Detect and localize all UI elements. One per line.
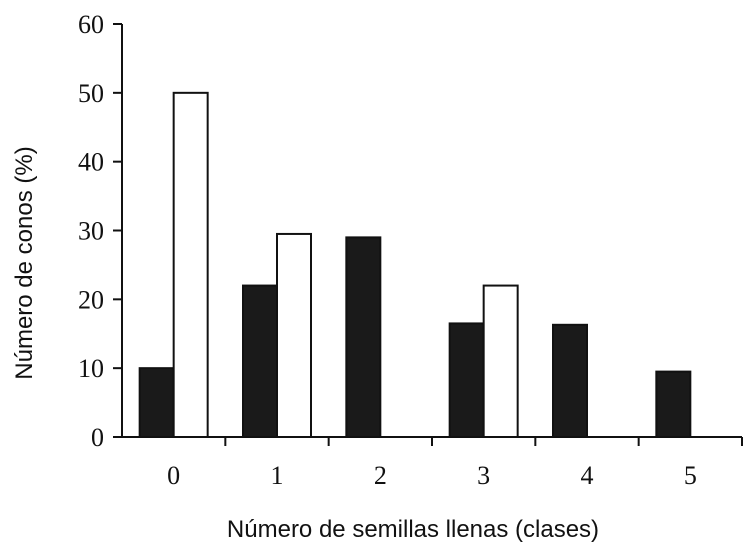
bar-dark-4 [552, 323, 588, 438]
y-axis: 0 10 20 30 40 50 60 [78, 10, 123, 452]
bar-white-3 [482, 284, 519, 439]
bar-dark-1 [242, 284, 278, 439]
y-tick-label: 40 [78, 148, 104, 177]
x-tick-label: 3 [477, 461, 490, 490]
bars [138, 91, 692, 439]
x-tick-label: 0 [167, 461, 180, 490]
bar-dark-2 [345, 236, 382, 438]
x-tick-label: 1 [271, 461, 284, 490]
bar-dark-0 [138, 367, 175, 438]
y-tick-label: 0 [91, 423, 104, 452]
bar-dark-5 [655, 370, 692, 439]
bar-white-0 [172, 91, 209, 438]
x-tick-label: 4 [581, 461, 594, 490]
y-tick-label: 30 [78, 217, 104, 246]
y-tick-label: 60 [78, 10, 104, 39]
bar-dark-3 [448, 322, 485, 438]
x-tick-label: 5 [684, 461, 697, 490]
x-axis: 0 1 2 3 4 5 [122, 436, 743, 490]
y-axis-label: Número de conos (%) [11, 146, 38, 379]
y-tick-label: 50 [78, 79, 104, 108]
bar-white-1 [276, 232, 312, 438]
y-tick-label: 10 [78, 354, 104, 383]
y-tick-label: 20 [78, 285, 104, 314]
x-axis-label: Número de semillas llenas (clases) [227, 516, 599, 543]
x-tick-label: 2 [374, 461, 387, 490]
